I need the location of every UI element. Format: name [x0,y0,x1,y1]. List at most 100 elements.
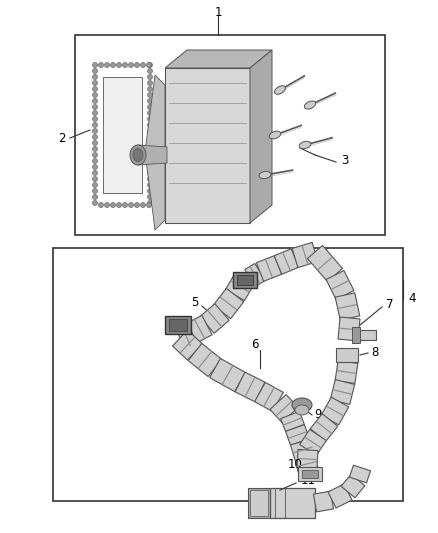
Ellipse shape [130,145,146,165]
Circle shape [92,195,98,199]
Polygon shape [254,382,283,411]
Polygon shape [200,304,229,333]
Bar [75,35,385,235]
Text: 4: 4 [408,292,416,304]
Circle shape [92,176,98,182]
Circle shape [92,165,98,169]
Polygon shape [173,330,202,360]
Ellipse shape [259,172,271,179]
Polygon shape [210,358,245,392]
Ellipse shape [292,398,312,412]
Circle shape [141,62,145,68]
Bar [302,470,318,478]
Polygon shape [326,271,354,300]
Circle shape [92,182,98,188]
Bar [169,319,187,331]
Circle shape [117,203,121,207]
Polygon shape [145,75,165,230]
Polygon shape [335,360,358,383]
Circle shape [92,62,98,68]
Circle shape [123,62,127,68]
Circle shape [146,62,152,68]
Polygon shape [256,256,282,281]
Ellipse shape [133,149,143,161]
Circle shape [148,93,152,98]
Circle shape [92,128,98,133]
Circle shape [92,104,98,109]
Circle shape [92,117,98,122]
Polygon shape [176,323,196,348]
Text: 5: 5 [191,295,199,309]
Circle shape [92,158,98,164]
Circle shape [128,203,134,207]
Circle shape [148,134,152,140]
Text: 8: 8 [371,346,379,359]
Bar [248,488,270,518]
Circle shape [92,147,98,151]
Text: 2: 2 [58,132,66,144]
Circle shape [128,62,134,68]
Circle shape [110,203,116,207]
Circle shape [148,200,152,206]
Circle shape [148,110,152,116]
Text: 3: 3 [341,154,349,166]
Circle shape [148,80,152,85]
Polygon shape [188,343,222,377]
Circle shape [92,189,98,193]
Circle shape [148,158,152,164]
Circle shape [92,86,98,92]
Text: 9: 9 [314,408,322,422]
Ellipse shape [304,101,316,109]
Bar [270,488,315,518]
Circle shape [148,147,152,151]
Polygon shape [310,414,338,441]
Polygon shape [290,439,314,461]
Circle shape [92,110,98,116]
Polygon shape [245,263,265,287]
Circle shape [148,152,152,157]
Circle shape [134,62,139,68]
Bar [53,248,403,501]
Ellipse shape [269,131,281,139]
Polygon shape [270,394,298,423]
Circle shape [105,203,110,207]
Circle shape [92,152,98,157]
Circle shape [141,203,145,207]
Circle shape [92,99,98,103]
Polygon shape [138,145,167,165]
Circle shape [110,62,116,68]
Polygon shape [286,425,309,446]
Circle shape [148,62,152,68]
Circle shape [123,203,127,207]
Circle shape [148,171,152,175]
Ellipse shape [295,405,309,415]
Circle shape [148,128,152,133]
Polygon shape [338,317,360,341]
Polygon shape [187,316,212,343]
Polygon shape [330,379,355,405]
Circle shape [148,189,152,193]
Polygon shape [335,293,360,320]
Ellipse shape [299,141,311,149]
Circle shape [148,165,152,169]
Bar [336,348,358,362]
Circle shape [148,69,152,74]
Circle shape [146,203,152,207]
Polygon shape [295,456,318,472]
Polygon shape [235,372,265,402]
Circle shape [92,123,98,127]
Circle shape [92,134,98,140]
Polygon shape [314,491,334,512]
Bar [233,272,257,288]
Circle shape [92,141,98,146]
Polygon shape [307,245,343,281]
Circle shape [105,62,110,68]
Bar [165,316,191,334]
Text: 11: 11 [300,473,315,487]
Circle shape [92,171,98,175]
Polygon shape [226,272,254,301]
Circle shape [148,75,152,79]
Circle shape [99,62,103,68]
Circle shape [148,176,152,182]
Polygon shape [350,465,371,483]
